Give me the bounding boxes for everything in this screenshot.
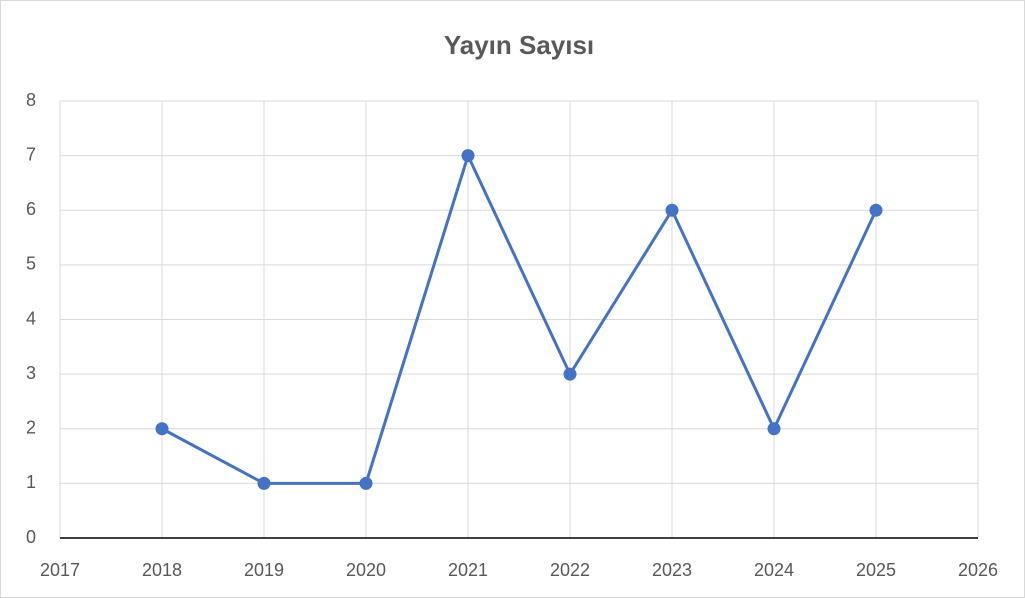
chart-title: Yayın Sayısı [444, 30, 594, 60]
x-tick-label: 2022 [550, 560, 590, 580]
y-tick-label: 8 [26, 90, 36, 110]
y-tick-label: 7 [26, 144, 36, 164]
x-tick-label: 2020 [346, 560, 386, 580]
y-tick-label: 5 [26, 254, 36, 274]
x-tick-label: 2019 [244, 560, 284, 580]
data-point [869, 203, 883, 217]
x-tick-label: 2023 [652, 560, 692, 580]
data-point [359, 476, 373, 490]
y-tick-label: 1 [26, 472, 36, 492]
y-tick-label: 6 [26, 199, 36, 219]
data-point [563, 367, 577, 381]
y-tick-label: 4 [26, 308, 36, 328]
data-point [155, 422, 169, 436]
x-tick-label: 2025 [856, 560, 896, 580]
y-tick-label: 0 [26, 527, 36, 547]
y-tick-label: 2 [26, 418, 36, 438]
y-tick-label: 3 [26, 363, 36, 383]
data-point [665, 203, 679, 217]
x-tick-label: 2017 [40, 560, 80, 580]
x-tick-label: 2018 [142, 560, 182, 580]
data-point [257, 476, 271, 490]
x-tick-label: 2026 [958, 560, 998, 580]
data-point [461, 149, 475, 163]
x-tick-label: 2024 [754, 560, 794, 580]
data-point [767, 422, 781, 436]
series-line [161, 151, 878, 485]
x-tick-label: 2021 [448, 560, 488, 580]
